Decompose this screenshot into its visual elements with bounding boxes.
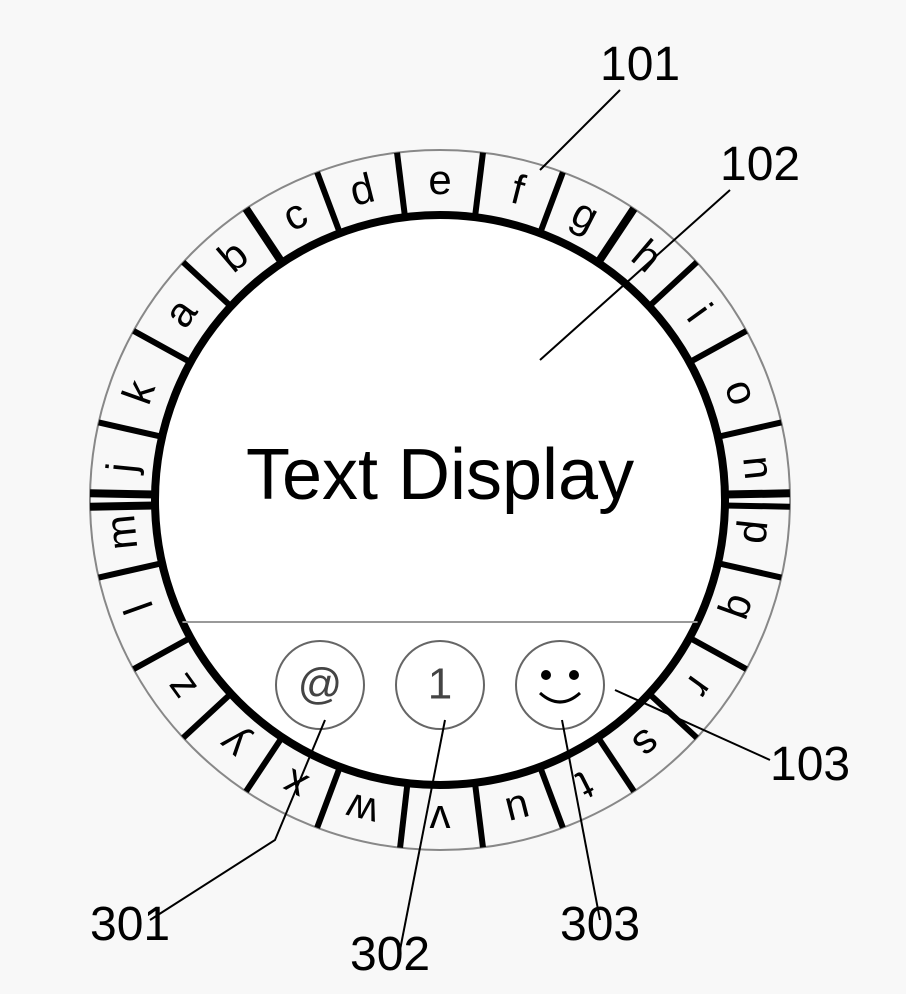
smiley-eye-right-icon <box>569 670 579 680</box>
callout-label-303: 303 <box>560 898 640 951</box>
display-title: Text Display <box>246 435 634 515</box>
ring-divider <box>90 505 155 506</box>
number-mode-label: 1 <box>428 660 452 709</box>
ring-key-v[interactable]: v <box>430 797 451 844</box>
symbol-mode-label: @ <box>298 660 343 709</box>
ring-key-e[interactable]: e <box>428 156 451 203</box>
watchface-diagram-svg: abcdefghijklmnopqrstuvwxyz@1Text Display… <box>0 0 906 994</box>
callout-label-102: 102 <box>720 138 800 191</box>
callout-label-101: 101 <box>600 38 680 91</box>
diagram-stage: abcdefghijklmnopqrstuvwxyz@1Text Display… <box>0 0 906 994</box>
callout-label-302: 302 <box>350 928 430 981</box>
ring-key-m[interactable]: m <box>96 513 146 553</box>
callout-label-103: 103 <box>770 738 850 791</box>
smiley-eye-left-icon <box>541 670 551 680</box>
callout-label-301: 301 <box>90 898 170 951</box>
ring-key-p[interactable]: p <box>734 518 783 546</box>
ring-divider <box>90 493 155 494</box>
ring-divider <box>725 493 790 494</box>
ring-divider <box>725 505 790 506</box>
ring-key-n[interactable]: n <box>734 454 783 482</box>
